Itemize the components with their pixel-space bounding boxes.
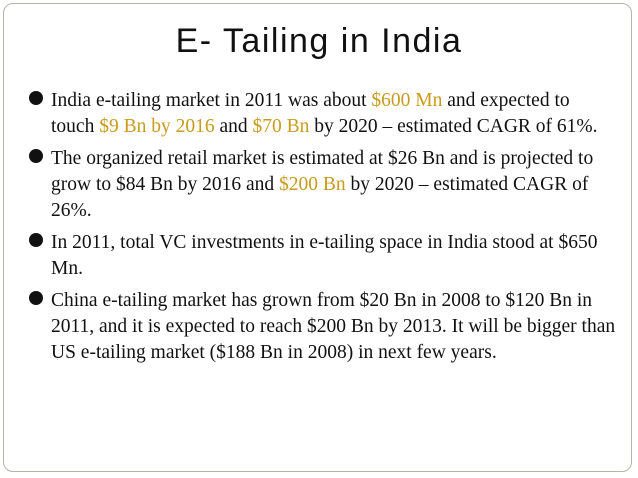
slide-frame xyxy=(3,3,632,472)
bullet-text: by 2020 – estimated CAGR of 61%. xyxy=(309,116,598,137)
bullet-item: China e-tailing market has grown from $2… xyxy=(26,288,616,366)
highlight-value: $70 Bn xyxy=(252,116,310,137)
bullet-text: In 2011, total VC investments in e-taili… xyxy=(51,232,598,279)
bullet-dot-icon xyxy=(29,291,43,305)
bullet-dot-icon xyxy=(29,149,43,163)
bullet-text: The organized retail market is estimated… xyxy=(51,148,594,195)
highlight-value: $600 Mn xyxy=(371,90,443,111)
bullet-item: The organized retail market is estimated… xyxy=(26,146,616,224)
bullet-item: In 2011, total VC investments in e-taili… xyxy=(26,230,616,282)
bullet-text: and expected to touch xyxy=(51,90,570,137)
bullet-text: and xyxy=(214,116,253,137)
highlight-value: $9 Bn by 2016 xyxy=(99,116,215,137)
bullet-list: India e-tailing market in 2011 was about… xyxy=(26,88,616,372)
bullet-text: by 2020 – estimated CAGR of 26%. xyxy=(51,174,589,221)
bullet-item: India e-tailing market in 2011 was about… xyxy=(26,88,616,140)
bullet-text: India e-tailing market in 2011 was about xyxy=(51,90,372,111)
slide-title: E- Tailing in India xyxy=(175,22,463,60)
bullet-dot-icon xyxy=(29,91,43,105)
highlight-value: $200 Bn xyxy=(279,174,346,195)
bullet-dot-icon xyxy=(29,233,43,247)
bullet-text: China e-tailing market has grown from $2… xyxy=(51,290,616,363)
